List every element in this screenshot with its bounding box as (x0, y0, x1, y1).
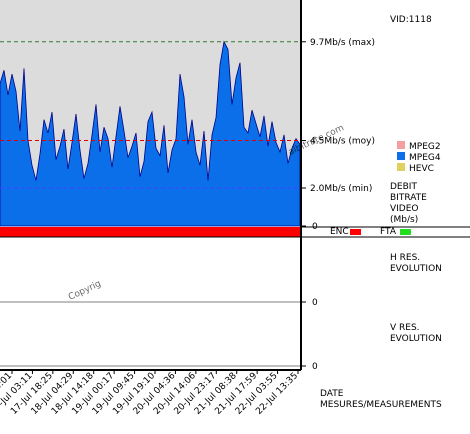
status-label: ENC (330, 227, 349, 237)
y-title: VIDEO (390, 204, 419, 214)
panel-title: EVOLUTION (390, 264, 442, 274)
status-swatch (400, 229, 411, 235)
y-title: (Mb/s) (390, 215, 418, 225)
reference-label: 4.5Mb/s (moy) (310, 137, 375, 147)
y-title: BITRATE (390, 193, 427, 203)
legend-label: HEVC (409, 164, 434, 174)
legend-swatch (397, 141, 405, 149)
panel-title: EVOLUTION (390, 334, 442, 344)
x-title: MESURES/MEASUREMENTS (320, 400, 442, 410)
reference-label: 9.7Mb/s (max) (310, 38, 375, 48)
panel-title: H RES. (390, 253, 420, 263)
panel-tick-label: 0 (312, 298, 318, 308)
status-strip (0, 227, 301, 237)
id-label: VID:1118 (390, 15, 432, 25)
x-title: DATE (320, 389, 344, 399)
y-title: DEBIT (390, 182, 417, 192)
panel-tick-label: 0 (312, 362, 318, 372)
status-swatch (350, 229, 361, 235)
reference-label: 2.0Mb/s (min) (310, 184, 372, 194)
area (0, 40, 301, 227)
legend-swatch (397, 152, 405, 160)
status-label: FTA (380, 227, 397, 237)
legend-swatch (397, 163, 405, 171)
panel-title: V RES. (390, 323, 420, 333)
watermark: Copyrig (67, 279, 103, 303)
legend-label: MPEG4 (409, 153, 441, 163)
legend-label: MPEG2 (409, 142, 441, 152)
